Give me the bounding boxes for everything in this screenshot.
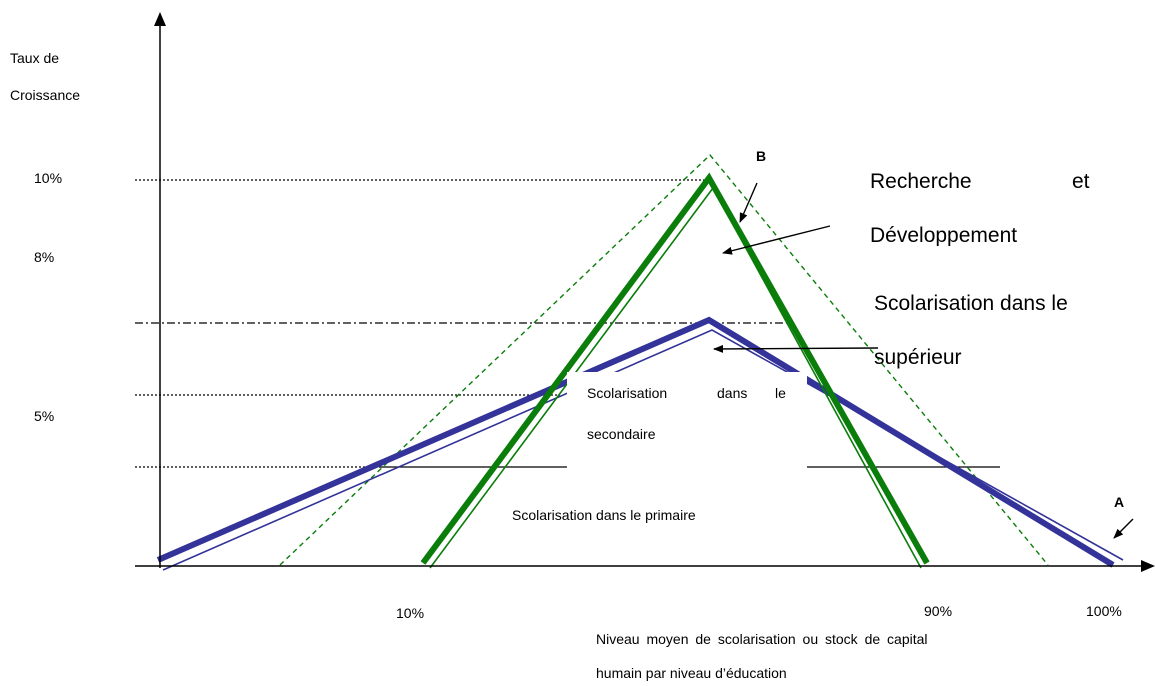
- x-axis-label-line1: Niveau moyen de scolarisation ou stock d…: [596, 631, 928, 647]
- rd-label-word2: et: [1072, 170, 1090, 193]
- secondaire-box: [567, 372, 807, 470]
- x-tick-90pct: 90%: [924, 603, 953, 619]
- superieur-label-line1: Scolarisation dans le: [874, 292, 1068, 315]
- y-axis-arrowhead: [154, 12, 166, 26]
- arrow-rd: [722, 225, 831, 255]
- secondaire-label-word2: dans: [717, 385, 748, 401]
- curve-b-envelope: [279, 153, 1049, 566]
- x-tick-10pct: 10%: [396, 605, 425, 621]
- x-axis-label-line2: humain par niveau d’éducation: [596, 665, 787, 681]
- secondaire-label-word4: secondaire: [587, 426, 656, 442]
- x-axis-arrowhead: [1141, 560, 1155, 572]
- reference-lines: [135, 179, 712, 468]
- superieur-label-line2: supérieur: [874, 346, 962, 369]
- curve-label-a: A: [1114, 494, 1125, 510]
- arrow-a: [1113, 518, 1134, 539]
- secondaire-label-word3: le: [775, 385, 786, 401]
- rd-label-word3: Développement: [870, 224, 1018, 246]
- curve-b: [420, 172, 930, 569]
- secondaire-label-word1: Scolarisation: [587, 385, 668, 401]
- y-axis-label-line1: Taux de: [10, 50, 60, 66]
- arrow-superieur: [713, 344, 879, 353]
- y-tick-10pct: 10%: [34, 170, 63, 186]
- y-tick-5pct: 5%: [34, 408, 55, 424]
- arrow-b: [739, 182, 758, 223]
- rd-box: [830, 222, 1080, 270]
- primaire-label: Scolarisation dans le primaire: [512, 507, 696, 523]
- y-tick-8pct: 8%: [34, 249, 55, 265]
- x-tick-100pct: 100%: [1086, 603, 1122, 619]
- annotation-arrows: [713, 182, 1134, 539]
- y-axis-label-line2: Croissance: [10, 87, 81, 103]
- curve-a: [156, 316, 1124, 571]
- axes: [135, 12, 1155, 572]
- curve-label-b: B: [756, 148, 767, 164]
- rd-label-word1: Recherche: [870, 170, 972, 193]
